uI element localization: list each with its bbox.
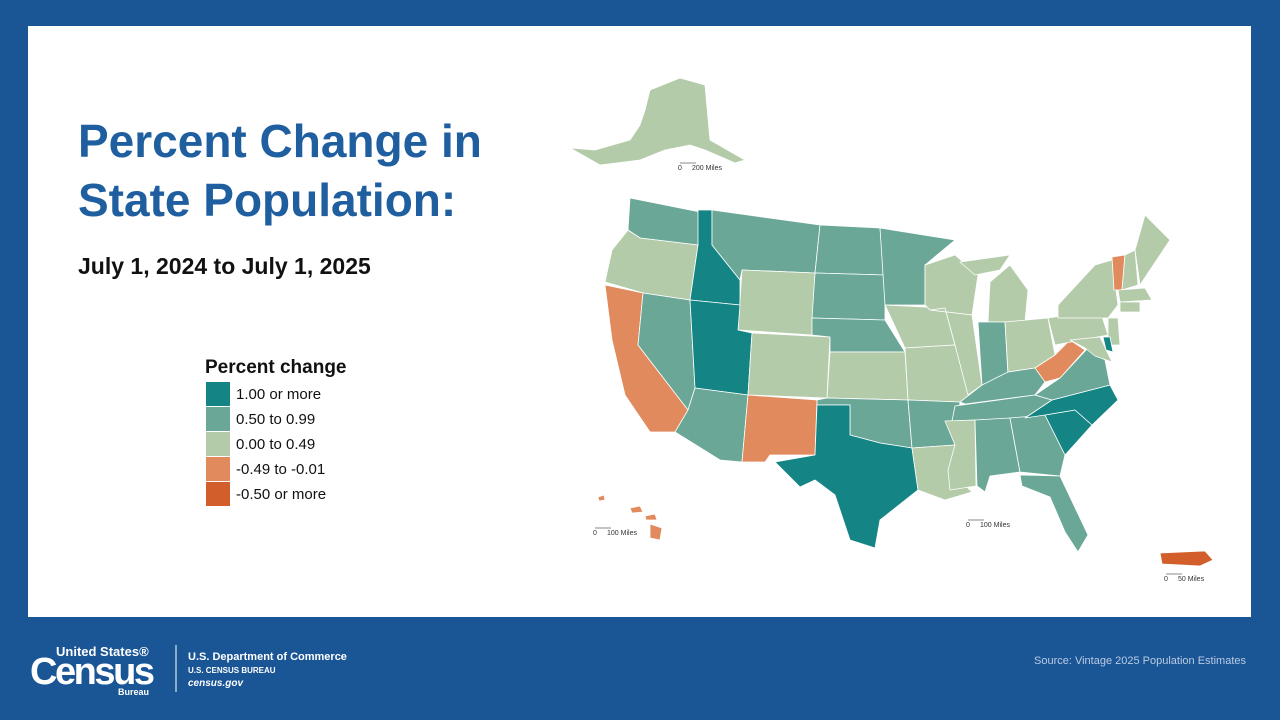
state (747, 332, 831, 399)
website[interactable]: census.gov (188, 678, 244, 689)
state (826, 351, 909, 401)
state (1121, 249, 1139, 291)
state (569, 77, 746, 166)
state (814, 224, 886, 276)
legend-label: 0.50 to 0.99 (236, 411, 315, 428)
scale-bars: 0 200 Miles 0 100 Miles 0 100 Miles 0 50 Miles (593, 162, 1205, 583)
state (987, 264, 1029, 323)
scale-start: 0 (593, 530, 597, 537)
scale-end: 100 Miles (980, 522, 1010, 529)
logo-top: United States® (56, 644, 149, 659)
state (1117, 287, 1153, 303)
department: U.S. Department of Commerce (188, 651, 347, 663)
legend-label: -0.50 or more (236, 486, 326, 503)
scale-start: 0 (1164, 576, 1168, 583)
scale-end: 50 Miles (1178, 576, 1205, 583)
bureau: U.S. CENSUS BUREAU (188, 666, 276, 675)
legend-label: -0.49 to -0.01 (236, 461, 325, 478)
state (1034, 339, 1086, 383)
legend-title: Percent change (205, 357, 347, 378)
subtitle: July 1, 2024 to July 1, 2025 (78, 253, 371, 279)
title: State Population: (78, 174, 456, 226)
island (649, 523, 663, 541)
state (1102, 336, 1114, 353)
legend-swatch (206, 482, 230, 506)
legend-swatch (206, 407, 230, 431)
state (597, 494, 663, 541)
state (1069, 336, 1113, 363)
scale-end: 100 Miles (607, 530, 637, 537)
legend-swatch (206, 382, 230, 406)
state (737, 269, 816, 336)
legend-swatch (206, 432, 230, 456)
state (1107, 317, 1121, 346)
legend: Percent change 1.00 or more 0.50 to 0.99 0… (205, 357, 347, 506)
state (811, 272, 886, 321)
legend-label: 0.00 to 0.49 (236, 436, 315, 453)
island (597, 494, 606, 502)
island (629, 505, 644, 514)
title: Percent Change in (78, 115, 482, 167)
state (929, 307, 983, 396)
logo-main: Census (30, 651, 155, 693)
legend-label: 1.00 or more (236, 386, 321, 403)
legend-swatch (206, 457, 230, 481)
logo-sub: Bureau (118, 687, 149, 697)
scale-end: 200 Miles (692, 165, 722, 172)
state (1119, 301, 1141, 313)
state (741, 394, 818, 463)
map (569, 77, 1214, 567)
state (1019, 474, 1089, 553)
scale-start: 0 (966, 522, 970, 529)
territory (1159, 550, 1214, 567)
state (774, 404, 919, 549)
island (644, 513, 658, 521)
state (959, 254, 1011, 276)
scale-start: 0 (678, 165, 682, 172)
state (1134, 214, 1171, 286)
source: Source: Vintage 2025 Population Estimate… (1034, 655, 1246, 667)
state (1057, 259, 1119, 319)
